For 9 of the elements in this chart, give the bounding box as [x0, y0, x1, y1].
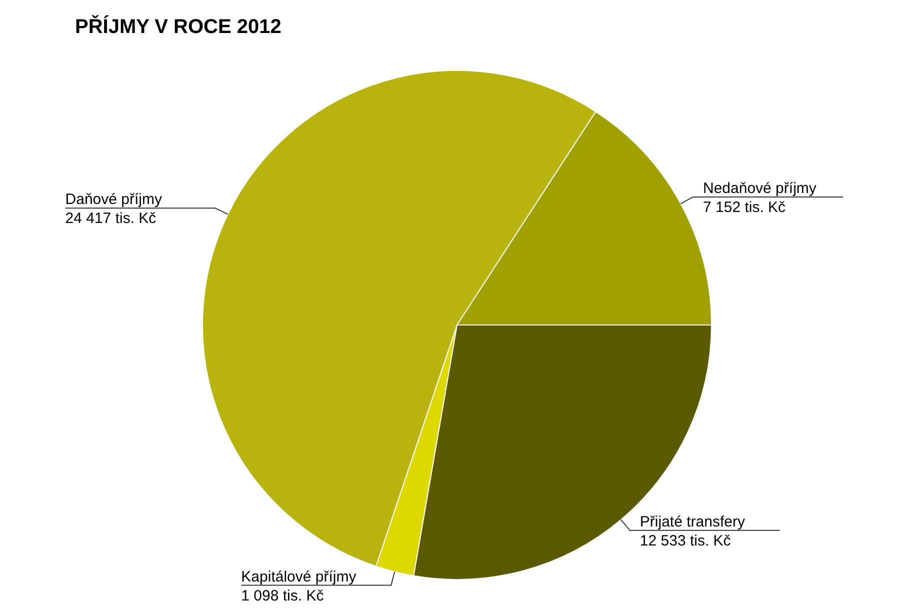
- slice-label: Přijaté transfery: [640, 513, 746, 530]
- slice-label: Kapitálové příjmy: [241, 568, 357, 586]
- slice-label: Daňové příjmy: [65, 191, 162, 208]
- slice-label: Nedaňové příjmy: [703, 180, 817, 197]
- data-label: 24 417 tis. Kč: [65, 210, 157, 228]
- chart-title: PŘÍJMY V ROCE 2012: [75, 15, 282, 38]
- data-label: 12 533 tis. Kč: [640, 532, 732, 550]
- data-label: 1 098 tis. Kč: [241, 587, 324, 604]
- data-label: 7 152 tis. Kč: [703, 198, 786, 216]
